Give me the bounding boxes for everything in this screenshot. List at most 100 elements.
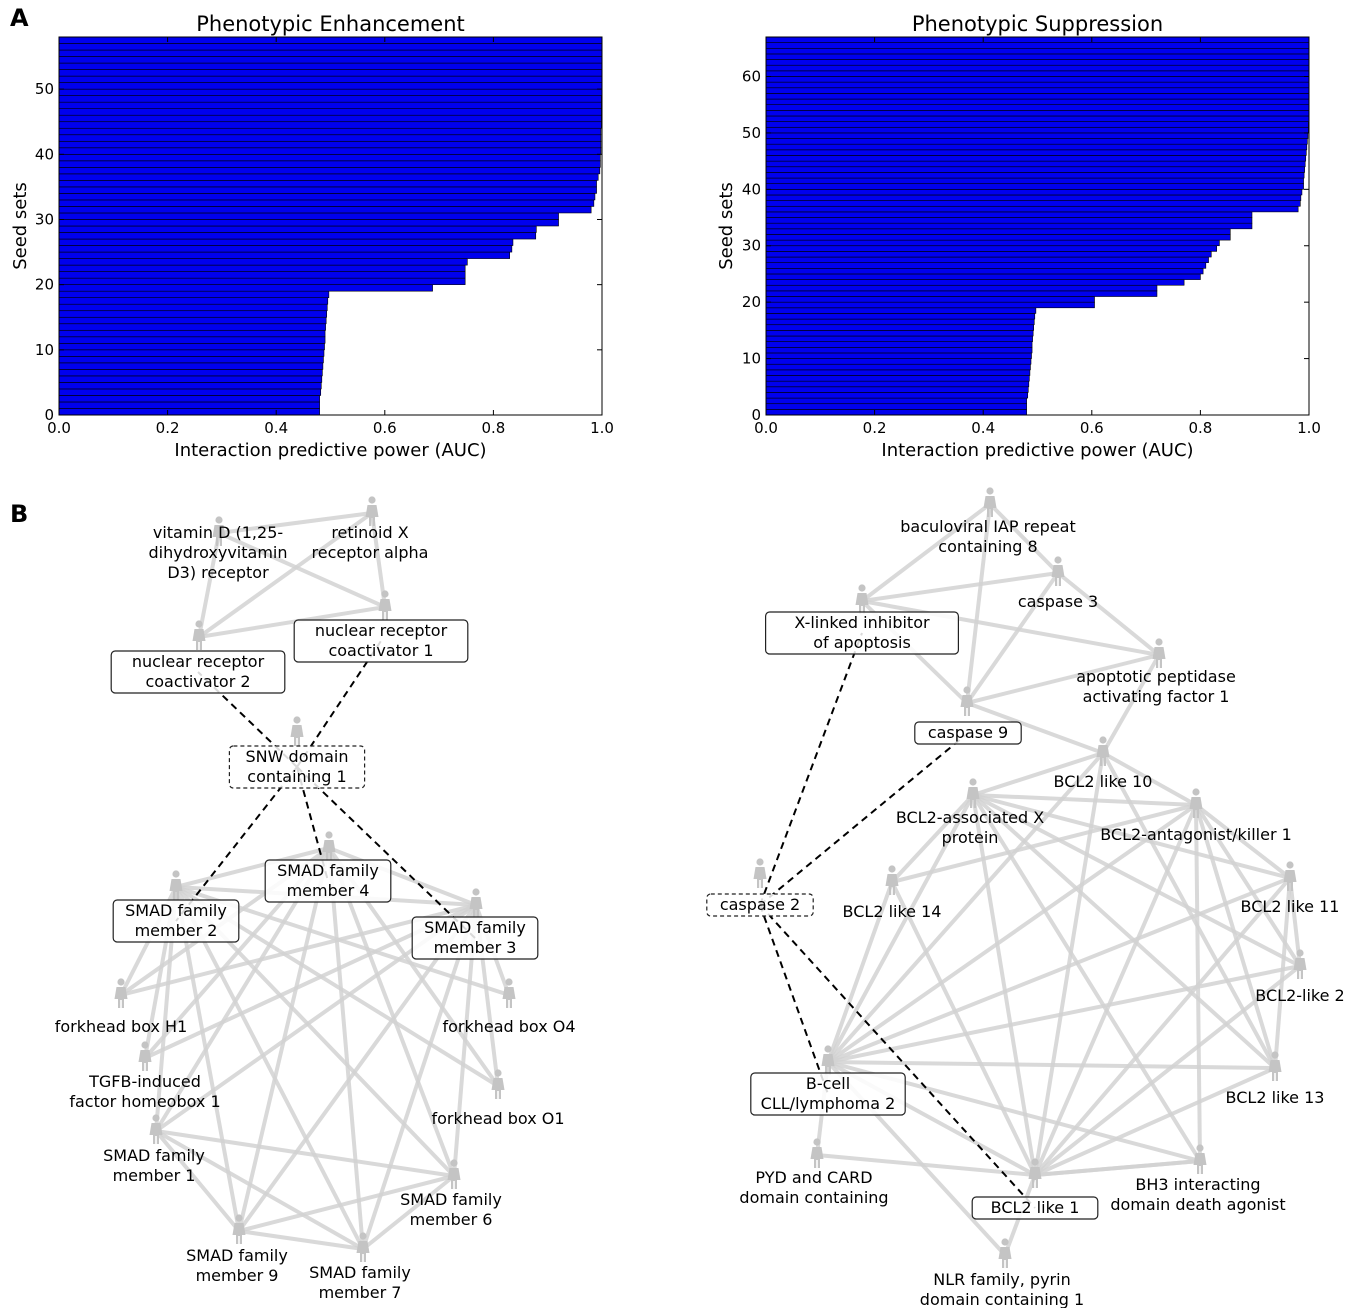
- person-icon: [357, 1232, 370, 1262]
- network-node-casp2: caspase 2: [707, 858, 813, 916]
- person-icon: [1029, 1158, 1042, 1188]
- bar: [766, 161, 1305, 167]
- bar: [766, 347, 1032, 353]
- node-label: SMAD family member 4: [277, 861, 379, 900]
- person-icon: [1052, 556, 1065, 586]
- bar: [59, 369, 322, 376]
- bar: [59, 272, 465, 279]
- node-label: SMAD family member 9: [186, 1246, 288, 1285]
- network-edge: [973, 795, 1196, 805]
- bar: [766, 54, 1309, 60]
- network-edge: [862, 573, 1058, 601]
- person-icon: [1153, 638, 1166, 668]
- bar: [59, 408, 320, 415]
- person-icon: [115, 978, 128, 1008]
- bar: [59, 128, 601, 135]
- network-edge: [176, 887, 239, 1231]
- bar: [766, 342, 1032, 348]
- y-tick-label: 40: [742, 180, 761, 198]
- bar: [766, 240, 1219, 246]
- bar: [766, 99, 1309, 105]
- bar: [766, 167, 1305, 173]
- bar: [766, 229, 1230, 235]
- network-edge: [239, 1231, 363, 1249]
- network-edge: [156, 1131, 363, 1249]
- bar: [766, 308, 1036, 314]
- network-edge: [967, 655, 1159, 703]
- network-edge: [1196, 805, 1275, 1068]
- network-node-bcl2l14: BCL2 like 14: [843, 865, 942, 921]
- bar: [59, 278, 465, 285]
- x-tick-label: 1.0: [590, 419, 614, 437]
- person-icon: [999, 1238, 1012, 1268]
- bar: [59, 193, 595, 200]
- bar: [59, 76, 602, 83]
- bar: [59, 167, 600, 174]
- network-edge: [121, 905, 476, 995]
- network-edge: [329, 848, 476, 905]
- bar: [59, 102, 601, 109]
- y-tick-label: 30: [742, 237, 761, 255]
- network-edge: [973, 753, 1103, 795]
- network-node-foxo4: forkhead box O4: [442, 978, 575, 1036]
- network-node-smad9: SMAD family member 9: [186, 1214, 288, 1285]
- bar: [59, 311, 327, 318]
- network-edge: [828, 882, 892, 1062]
- person-icon: [1097, 736, 1110, 766]
- network-node-smad6: SMAD family member 6: [400, 1159, 502, 1229]
- person-icon: [213, 516, 226, 546]
- bar: [59, 233, 536, 240]
- bar: [766, 60, 1309, 66]
- y-tick-label: 50: [742, 124, 761, 142]
- person-icon: [984, 487, 997, 517]
- node-label: nuclear receptor coactivator 2: [132, 652, 265, 691]
- bar: [59, 161, 600, 168]
- bar: [766, 144, 1307, 150]
- network-edge: [329, 848, 363, 1249]
- node-label: vitamin D (1,25-dihydroxyvitamin D3) rece…: [149, 523, 288, 582]
- bar: [59, 89, 602, 96]
- network-edge: [476, 905, 509, 995]
- bar: [766, 189, 1302, 195]
- bar: [766, 392, 1028, 398]
- bar: [59, 219, 559, 226]
- node-label: forkhead box O1: [431, 1109, 564, 1128]
- node-label: BCL2 like 10: [1054, 772, 1153, 791]
- node-label: nuclear receptor coactivator 1: [315, 621, 448, 660]
- person-icon: [193, 620, 206, 650]
- node-label: SMAD family member 6: [400, 1190, 502, 1229]
- person-icon: [967, 778, 980, 808]
- network-node-ncoa2: nuclear receptor coactivator 2: [111, 620, 285, 693]
- network-edge: [145, 887, 176, 1058]
- bar: [766, 302, 1095, 308]
- bar: [59, 298, 328, 305]
- bar: [766, 291, 1157, 297]
- network-edge: [973, 795, 1300, 966]
- network-edge: [219, 513, 372, 533]
- network-edge: [828, 805, 1196, 1062]
- bar: [766, 76, 1309, 82]
- y-tick-label: 20: [742, 293, 761, 311]
- chart-title: Phenotypic Enhancement: [196, 12, 465, 36]
- network-edge: [1103, 655, 1159, 753]
- bar: [766, 359, 1031, 365]
- person-icon: [366, 496, 379, 526]
- person-icon: [323, 831, 336, 861]
- enhancement-bar-chart: 0.0 0.2 0.4 0.6 0.8 1.001020304050Phenotypic …: [0, 0, 660, 470]
- bar: [59, 389, 321, 396]
- suppression-bar-chart: 0.0 0.2 0.4 0.6 0.8 1.00102030405060Phenotypi…: [706, 0, 1361, 470]
- network-edge: [476, 905, 498, 1086]
- network-node-vdr: vitamin D (1,25-dihydroxyvitamin D3) rece…: [149, 516, 288, 582]
- network-node-foxh1: forkhead box H1: [55, 978, 188, 1036]
- network-node-birc8: baculoviral IAP repeat containing 8: [900, 487, 1076, 556]
- bar: [59, 187, 597, 194]
- bar: [59, 265, 465, 272]
- network-edge: [176, 848, 329, 887]
- network-edge: [1035, 878, 1290, 1175]
- bar: [766, 150, 1306, 156]
- bar: [766, 257, 1209, 263]
- network-edge: [862, 504, 990, 601]
- bar: [59, 50, 602, 57]
- x-tick-label: 0.4: [971, 419, 995, 437]
- network-node-casp9: caspase 9: [915, 686, 1021, 744]
